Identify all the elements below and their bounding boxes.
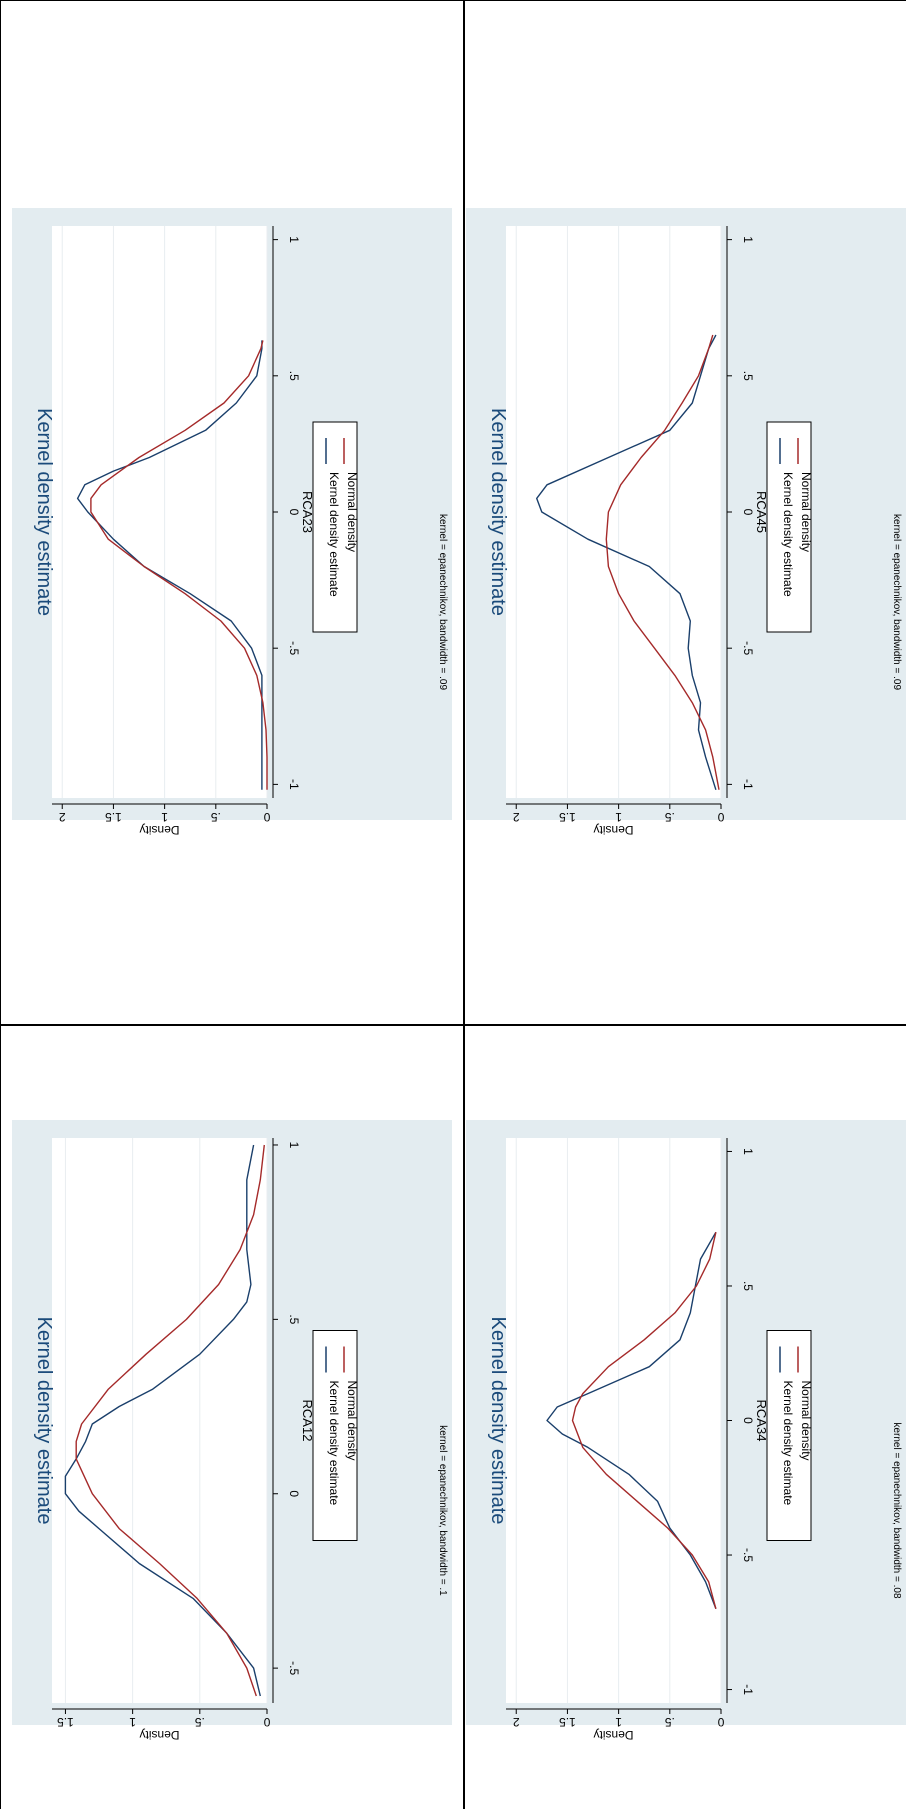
normal-density-line	[75, 1144, 265, 1697]
x-tick-label: .5	[741, 371, 755, 381]
x-tick-label: -.5	[741, 641, 755, 655]
x-tick-label: -1	[287, 779, 301, 790]
frame-top	[0, 0, 906, 1]
legend-kde-label: Kernel density estimate	[327, 472, 341, 597]
legend-kde-label: Kernel density estimate	[327, 1381, 341, 1506]
x-tick-label: 0	[741, 509, 755, 516]
density-tick-label: 2	[513, 810, 520, 824]
x-tick-label: .5	[287, 371, 301, 381]
legend-normal-label: Normal density	[799, 1381, 813, 1461]
chart-rca12: 0 .5 1 1.5 Density -.5 0 .5 1 RCA12 Kernel density…	[12, 1120, 452, 1742]
x-tick-label: .5	[741, 1281, 755, 1291]
legend-box	[766, 1330, 812, 1541]
normal-density-line	[90, 340, 268, 790]
normal-density-line	[571, 1232, 717, 1609]
density-tick-label: .5	[194, 1715, 204, 1729]
density-tick-label: 2	[59, 810, 66, 824]
x-tick-label: 0	[287, 1490, 301, 1497]
x-tick-label: -1	[741, 1684, 755, 1695]
x-tick-label: -.5	[287, 1661, 301, 1675]
density-axis-label: Density	[593, 823, 633, 837]
x-tick-label: 1	[287, 236, 301, 243]
kde-line	[64, 1144, 261, 1697]
chart-title: Kernel density estimate	[33, 1317, 55, 1525]
legend-normal-label: Normal density	[345, 1381, 359, 1461]
x-tick-label: .5	[287, 1314, 301, 1324]
frame-left	[0, 0, 1, 1809]
chart-rca34: 0 .5 1 1.5 2 Density -1 -.5 0 .5 1 RCA34 Kernel dens…	[466, 1120, 906, 1742]
chart-rca23: 0 .5 1 1.5 2 Density -1 -.5 0 .5 1 RCA23 Kernel dens…	[12, 208, 452, 837]
x-tick-label: 0	[287, 509, 301, 516]
density-tick-label: .5	[664, 810, 674, 824]
legend-box	[312, 421, 358, 633]
density-tick-label: 2	[513, 1715, 520, 1729]
density-tick-label: 1	[129, 1715, 136, 1729]
density-tick-label: 0	[717, 810, 724, 824]
kernel-note: kernel = epanechnikov, bandwidth = .1	[437, 1425, 448, 1596]
x-tick-label: 0	[741, 1417, 755, 1424]
legend-box	[312, 1330, 358, 1541]
density-tick-label: .5	[664, 1715, 674, 1729]
x-tick-label: -.5	[287, 641, 301, 655]
legend-kde-label: Kernel density estimate	[781, 472, 795, 597]
x-tick-label: 1	[741, 1148, 755, 1155]
density-tick-label: 1.5	[559, 1715, 576, 1729]
x-tick-label: -.5	[741, 1548, 755, 1562]
density-tick-label: 0	[717, 1715, 724, 1729]
density-tick-label: 1.5	[105, 810, 122, 824]
density-tick-label: 1	[161, 810, 168, 824]
x-axis-label: RCA34	[754, 1400, 769, 1442]
density-axis-label: Density	[139, 1728, 179, 1742]
chart-title: Kernel density estimate	[33, 408, 55, 616]
frame-vertical-divider	[463, 0, 465, 1809]
density-tick-label: .5	[210, 810, 220, 824]
density-tick-label: 0	[263, 810, 270, 824]
density-axis-label: Density	[139, 823, 179, 837]
plot-area	[506, 226, 721, 798]
kde-line	[536, 334, 717, 791]
density-axis-label: Density	[593, 1728, 633, 1742]
chart-rca45: 0 .5 1 1.5 2 Density -1 -.5 0 .5 1 RCA45 Kernel dens…	[466, 208, 906, 837]
chart-title: Kernel density estimate	[487, 1317, 509, 1525]
density-tick-label: 1	[615, 810, 622, 824]
x-axis-label: RCA45	[754, 491, 769, 533]
x-tick-label: 1	[741, 236, 755, 243]
legend-kde-label: Kernel density estimate	[781, 1381, 795, 1506]
kernel-note: kernel = epanechnikov, bandwidth = .09	[437, 514, 448, 690]
density-tick-label: 1	[615, 1715, 622, 1729]
density-tick-label: 1.5	[57, 1715, 74, 1729]
x-tick-label: -1	[741, 779, 755, 790]
chart-title: Kernel density estimate	[487, 408, 509, 616]
density-tick-label: 1.5	[559, 810, 576, 824]
x-axis-label: RCA12	[300, 1400, 315, 1442]
legend-normal-label: Normal density	[799, 472, 813, 552]
kernel-note: kernel = epanechnikov, bandwidth = .09	[891, 514, 902, 690]
plot-area	[506, 1138, 721, 1703]
frame-horizontal-divider	[0, 1024, 906, 1026]
density-tick-label: 0	[263, 1715, 270, 1729]
x-axis-label: RCA23	[300, 491, 315, 533]
legend-box	[766, 421, 812, 633]
plot-area	[52, 1138, 267, 1703]
normal-density-line	[605, 334, 720, 790]
legend-normal-label: Normal density	[345, 472, 359, 552]
x-tick-label: 1	[287, 1142, 301, 1149]
kernel-note: kernel = epanechnikov, bandwidth = .08	[891, 1422, 902, 1598]
